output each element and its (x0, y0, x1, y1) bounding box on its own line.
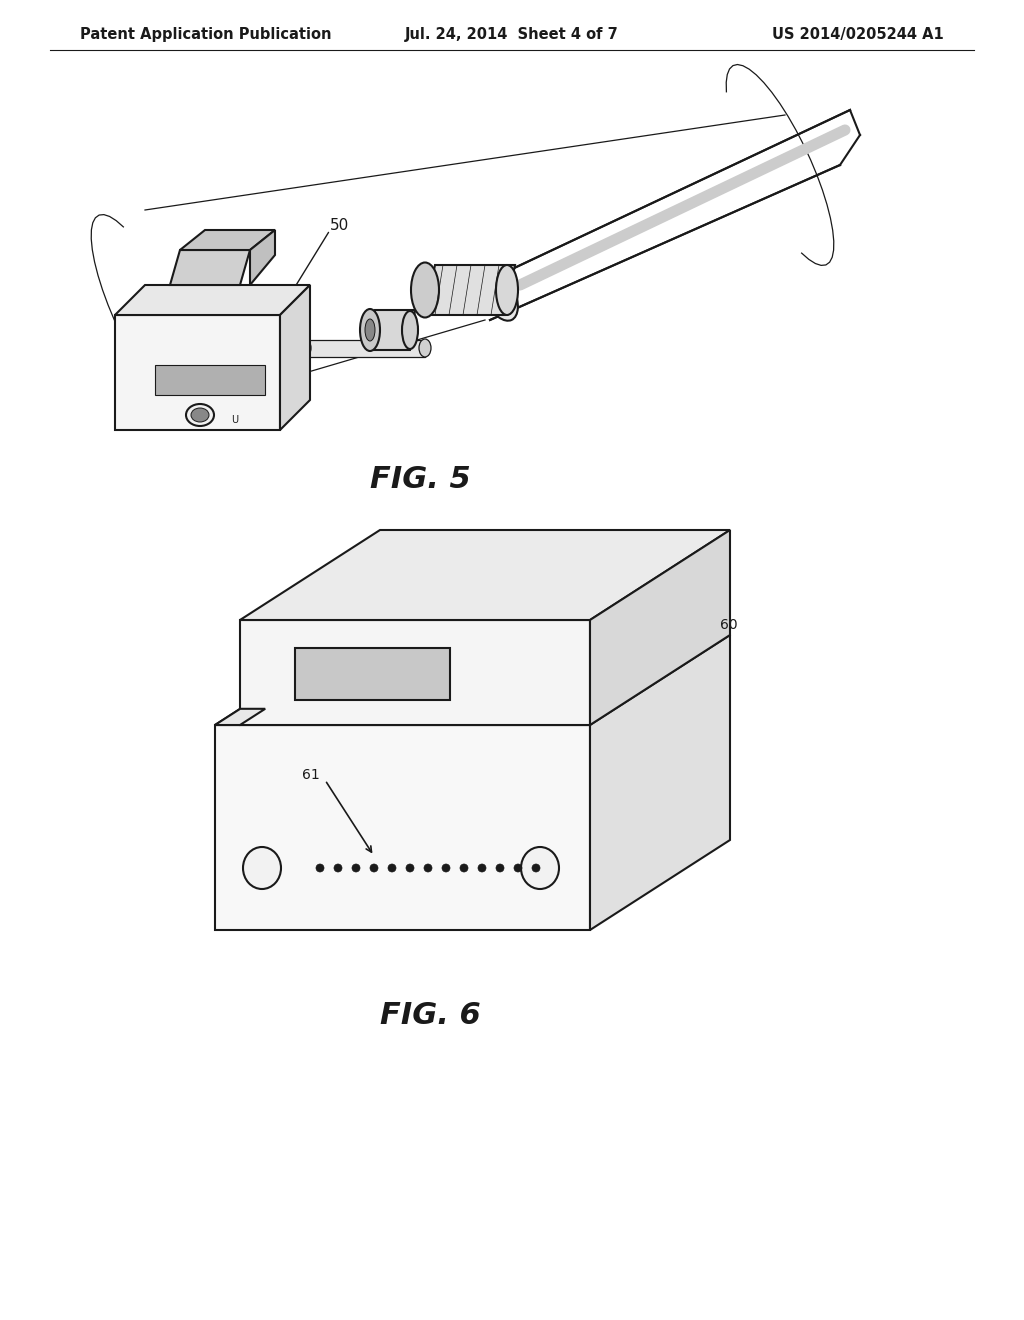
Ellipse shape (191, 408, 209, 422)
Ellipse shape (299, 339, 311, 356)
Ellipse shape (496, 265, 518, 315)
Text: FIG. 6: FIG. 6 (380, 1001, 480, 1030)
Ellipse shape (406, 865, 414, 873)
Polygon shape (240, 531, 730, 620)
Ellipse shape (424, 865, 432, 873)
Ellipse shape (360, 309, 380, 351)
Polygon shape (115, 315, 280, 430)
Text: Jul. 24, 2014  Sheet 4 of 7: Jul. 24, 2014 Sheet 4 of 7 (406, 28, 618, 42)
Polygon shape (240, 620, 590, 725)
Ellipse shape (402, 312, 418, 348)
Ellipse shape (442, 865, 450, 873)
Ellipse shape (514, 865, 522, 873)
Ellipse shape (316, 865, 324, 873)
Polygon shape (280, 285, 310, 430)
Ellipse shape (419, 339, 431, 356)
Ellipse shape (521, 847, 559, 888)
Ellipse shape (411, 263, 439, 318)
Polygon shape (215, 725, 590, 931)
Ellipse shape (482, 269, 518, 321)
Ellipse shape (460, 865, 468, 873)
Polygon shape (280, 335, 305, 342)
Polygon shape (370, 310, 415, 350)
Text: FIG. 5: FIG. 5 (370, 466, 470, 495)
Text: 60: 60 (720, 618, 737, 632)
Text: Patent Application Publication: Patent Application Publication (80, 28, 332, 42)
Ellipse shape (365, 319, 375, 341)
Bar (295, 648, 450, 700)
Ellipse shape (388, 865, 396, 873)
Polygon shape (215, 635, 730, 725)
Text: 61: 61 (302, 768, 319, 781)
Polygon shape (180, 230, 275, 249)
Text: US 2014/0205244 A1: US 2014/0205244 A1 (772, 28, 944, 42)
Polygon shape (215, 709, 265, 725)
Polygon shape (590, 635, 730, 931)
Ellipse shape (370, 865, 378, 873)
Polygon shape (250, 230, 275, 285)
Text: U: U (231, 414, 239, 425)
Ellipse shape (243, 847, 281, 888)
Ellipse shape (334, 865, 342, 873)
Polygon shape (155, 366, 265, 395)
Ellipse shape (186, 404, 214, 426)
Polygon shape (590, 531, 730, 725)
Polygon shape (170, 249, 250, 285)
Ellipse shape (496, 865, 504, 873)
Polygon shape (305, 341, 425, 356)
Text: 50: 50 (330, 218, 349, 232)
Polygon shape (115, 285, 310, 315)
Polygon shape (425, 265, 515, 315)
Ellipse shape (532, 865, 540, 873)
Ellipse shape (352, 865, 360, 873)
Ellipse shape (478, 865, 486, 873)
